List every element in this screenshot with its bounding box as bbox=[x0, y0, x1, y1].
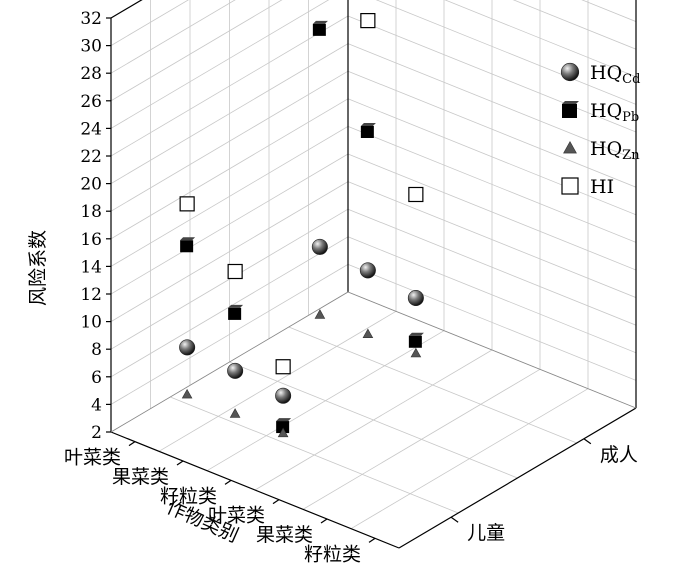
z-tick-label: 12 bbox=[80, 285, 102, 305]
point-hqpb-5-face bbox=[276, 421, 290, 434]
x-tick bbox=[368, 537, 376, 543]
point-hqpb-2 bbox=[408, 332, 424, 348]
x-axis-line bbox=[110, 431, 400, 549]
x-tick-label: 果菜类 bbox=[256, 524, 313, 546]
z-tick-label: 4 bbox=[91, 395, 102, 415]
floor-gridline-v bbox=[229, 361, 518, 479]
point-hqpb-3-face bbox=[180, 240, 194, 253]
point-hi-1 bbox=[360, 12, 376, 29]
floor-back-right-edge bbox=[347, 291, 637, 409]
z-tick-label: 16 bbox=[80, 230, 102, 250]
point-hqpb-1 bbox=[360, 123, 376, 138]
point-hqcd-2 bbox=[407, 289, 424, 306]
x-tick bbox=[128, 441, 136, 447]
z-tick-label: 10 bbox=[80, 313, 102, 333]
point-hqpb-4 bbox=[228, 304, 244, 320]
point-hi-2 bbox=[408, 186, 424, 203]
floor-gridline-v bbox=[288, 326, 577, 444]
point-hqzn-4 bbox=[229, 408, 241, 418]
x-tick-label: 叶菜类 bbox=[64, 447, 121, 469]
y-tick-label: 成人 bbox=[600, 444, 638, 466]
point-hi-3 bbox=[179, 196, 195, 212]
y-tick-label: 儿童 bbox=[467, 522, 505, 544]
point-hqpb-1-top bbox=[360, 123, 376, 126]
x-tick bbox=[224, 479, 232, 485]
legend-marker-hqpb bbox=[562, 101, 579, 118]
z-tick-label: 30 bbox=[80, 37, 102, 57]
z-tick-label: 18 bbox=[80, 202, 102, 222]
point-hqpb-0-face bbox=[312, 23, 326, 36]
point-hqcd-3 bbox=[179, 339, 196, 356]
legend-marker-hqpb-face bbox=[562, 104, 577, 118]
point-hqzn-1 bbox=[362, 328, 374, 339]
point-hqpb-3-top bbox=[180, 237, 196, 241]
legend-marker-hqpb-top bbox=[562, 101, 579, 104]
x-tick bbox=[272, 499, 280, 505]
z-tick-label: 14 bbox=[80, 257, 102, 277]
x-tick-label: 籽粒类 bbox=[304, 543, 361, 565]
point-hqzn-2 bbox=[410, 347, 422, 358]
point-hqpb-5-top bbox=[276, 418, 292, 422]
x-tick bbox=[176, 460, 184, 466]
point-hqzn-0 bbox=[314, 309, 326, 319]
z-tick-label: 26 bbox=[80, 92, 102, 112]
point-hqcd-5 bbox=[275, 387, 292, 404]
legend-marker-hqzn bbox=[563, 140, 577, 154]
legend-label-hqcd: HQCd bbox=[590, 62, 640, 87]
z-tick-label: 32 bbox=[80, 9, 102, 29]
x-tick-label: 果菜类 bbox=[112, 466, 169, 488]
y-axis-line bbox=[398, 407, 637, 549]
z-tick-label: 8 bbox=[91, 340, 102, 360]
point-hqpb-2-face bbox=[408, 335, 422, 348]
z-tick-label: 20 bbox=[80, 175, 102, 195]
x-tick bbox=[320, 518, 328, 524]
point-hqzn-5 bbox=[277, 427, 289, 438]
point-hi-5 bbox=[275, 359, 291, 375]
point-hqzn-3 bbox=[181, 388, 193, 399]
point-hqpb-5 bbox=[276, 418, 292, 434]
point-hqcd-1 bbox=[359, 262, 376, 279]
point-hqpb-0 bbox=[312, 20, 328, 36]
z-axis-title: 风险系数 bbox=[27, 230, 49, 306]
legend-label-hqzn: HQZn bbox=[590, 138, 640, 163]
point-hqpb-4-top bbox=[228, 304, 244, 308]
z-tick-label: 24 bbox=[80, 119, 102, 139]
point-hqcd-0 bbox=[311, 238, 328, 255]
point-hqpb-2-top bbox=[408, 332, 424, 336]
floor-gridline-v bbox=[170, 396, 459, 514]
z-tick-label: 28 bbox=[80, 64, 102, 84]
z-tick-label: 6 bbox=[91, 368, 102, 388]
legend-label-hi: HI bbox=[590, 176, 614, 198]
point-hqpb-4-face bbox=[228, 307, 242, 320]
legend-marker-hqcd bbox=[560, 62, 580, 82]
z-tick-label: 2 bbox=[91, 423, 102, 443]
legend-label-hqpb: HQPb bbox=[590, 100, 639, 125]
point-hqpb-3 bbox=[180, 237, 196, 253]
point-hi-4 bbox=[227, 263, 243, 280]
point-hqcd-4 bbox=[227, 362, 244, 379]
point-hqpb-0-top bbox=[312, 20, 328, 24]
point-hqpb-1-face bbox=[360, 126, 374, 138]
y-tick bbox=[583, 438, 592, 445]
legend-marker-hi bbox=[561, 177, 579, 195]
x-tick-label: 叶菜类 bbox=[208, 505, 265, 527]
z-tick-label: 22 bbox=[80, 147, 102, 167]
floor-back-left-edge bbox=[110, 291, 349, 433]
x-tick-label: 籽粒类 bbox=[160, 485, 217, 507]
y-tick bbox=[450, 516, 459, 523]
